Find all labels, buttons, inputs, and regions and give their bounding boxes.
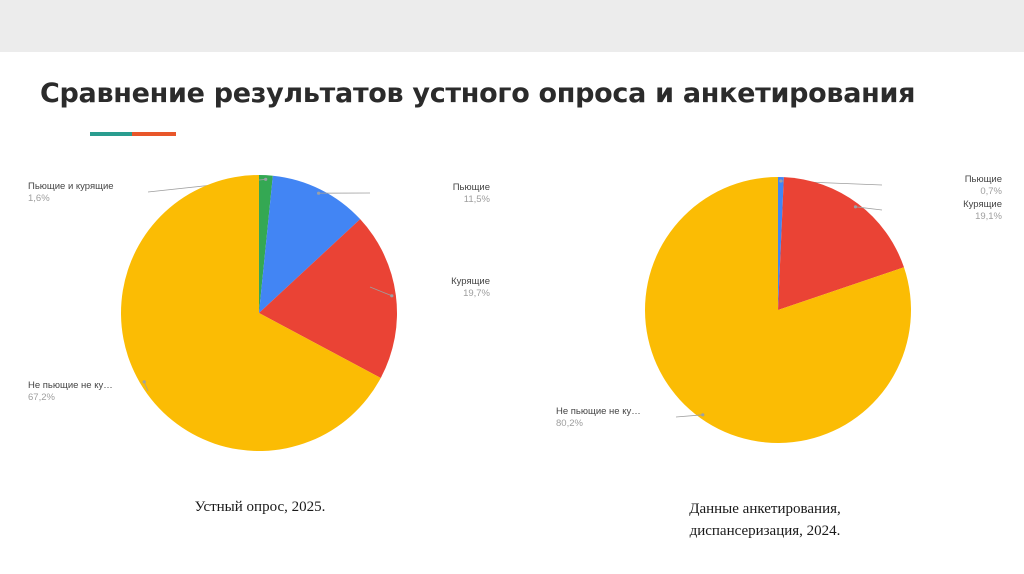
leader-line	[143, 381, 149, 392]
pie-slice	[778, 177, 784, 310]
chart-caption-questionnaire: Данные анкетирования, диспансеризация, 2…	[689, 501, 841, 539]
page-title: Сравнение результатов устного опроса и а…	[40, 78, 916, 109]
slice-value-label: 67,2%	[28, 392, 55, 403]
slice-label: Не пьющие не ку…	[28, 380, 113, 391]
slice-label: Пьющие и курящие	[28, 181, 114, 192]
slice-value-label: 0,7%	[980, 186, 1002, 197]
slice-value-label: 1,6%	[28, 193, 50, 204]
leader-line	[855, 206, 883, 211]
title-accent-teal	[90, 132, 132, 136]
slice-label: Пьющие	[453, 182, 490, 193]
top-bar	[0, 0, 1024, 52]
slice-value-label: 80,2%	[556, 418, 583, 429]
pie-slice	[121, 175, 381, 451]
leader-dot	[317, 191, 321, 195]
pie-slice	[644, 176, 911, 444]
pie-slice	[259, 219, 398, 378]
leader-dot	[701, 413, 705, 417]
slice-label: Не пьющие не ку…	[556, 406, 641, 417]
leader-line	[369, 286, 392, 297]
slice-value-label: 19,1%	[975, 211, 1002, 222]
slice-label: Курящие	[963, 199, 1002, 210]
leader-dot	[853, 205, 858, 209]
pie-slice	[259, 175, 361, 313]
slice-label: Пьющие	[965, 174, 1002, 185]
title-accent-orange	[132, 132, 176, 136]
leader-dot	[264, 177, 268, 181]
chart-caption-oral-survey: Устный опрос, 2025.	[194, 499, 326, 515]
slice-value-label: 19,7%	[463, 288, 490, 299]
slice-label: Курящие	[451, 276, 490, 287]
leader-dot	[390, 294, 394, 298]
pie-slice	[259, 175, 273, 313]
leader-dot	[779, 179, 783, 183]
leader-line	[675, 414, 703, 418]
pie-slice	[778, 177, 904, 310]
slice-value-label: 11,5%	[464, 194, 491, 205]
leader-dot	[142, 380, 146, 384]
